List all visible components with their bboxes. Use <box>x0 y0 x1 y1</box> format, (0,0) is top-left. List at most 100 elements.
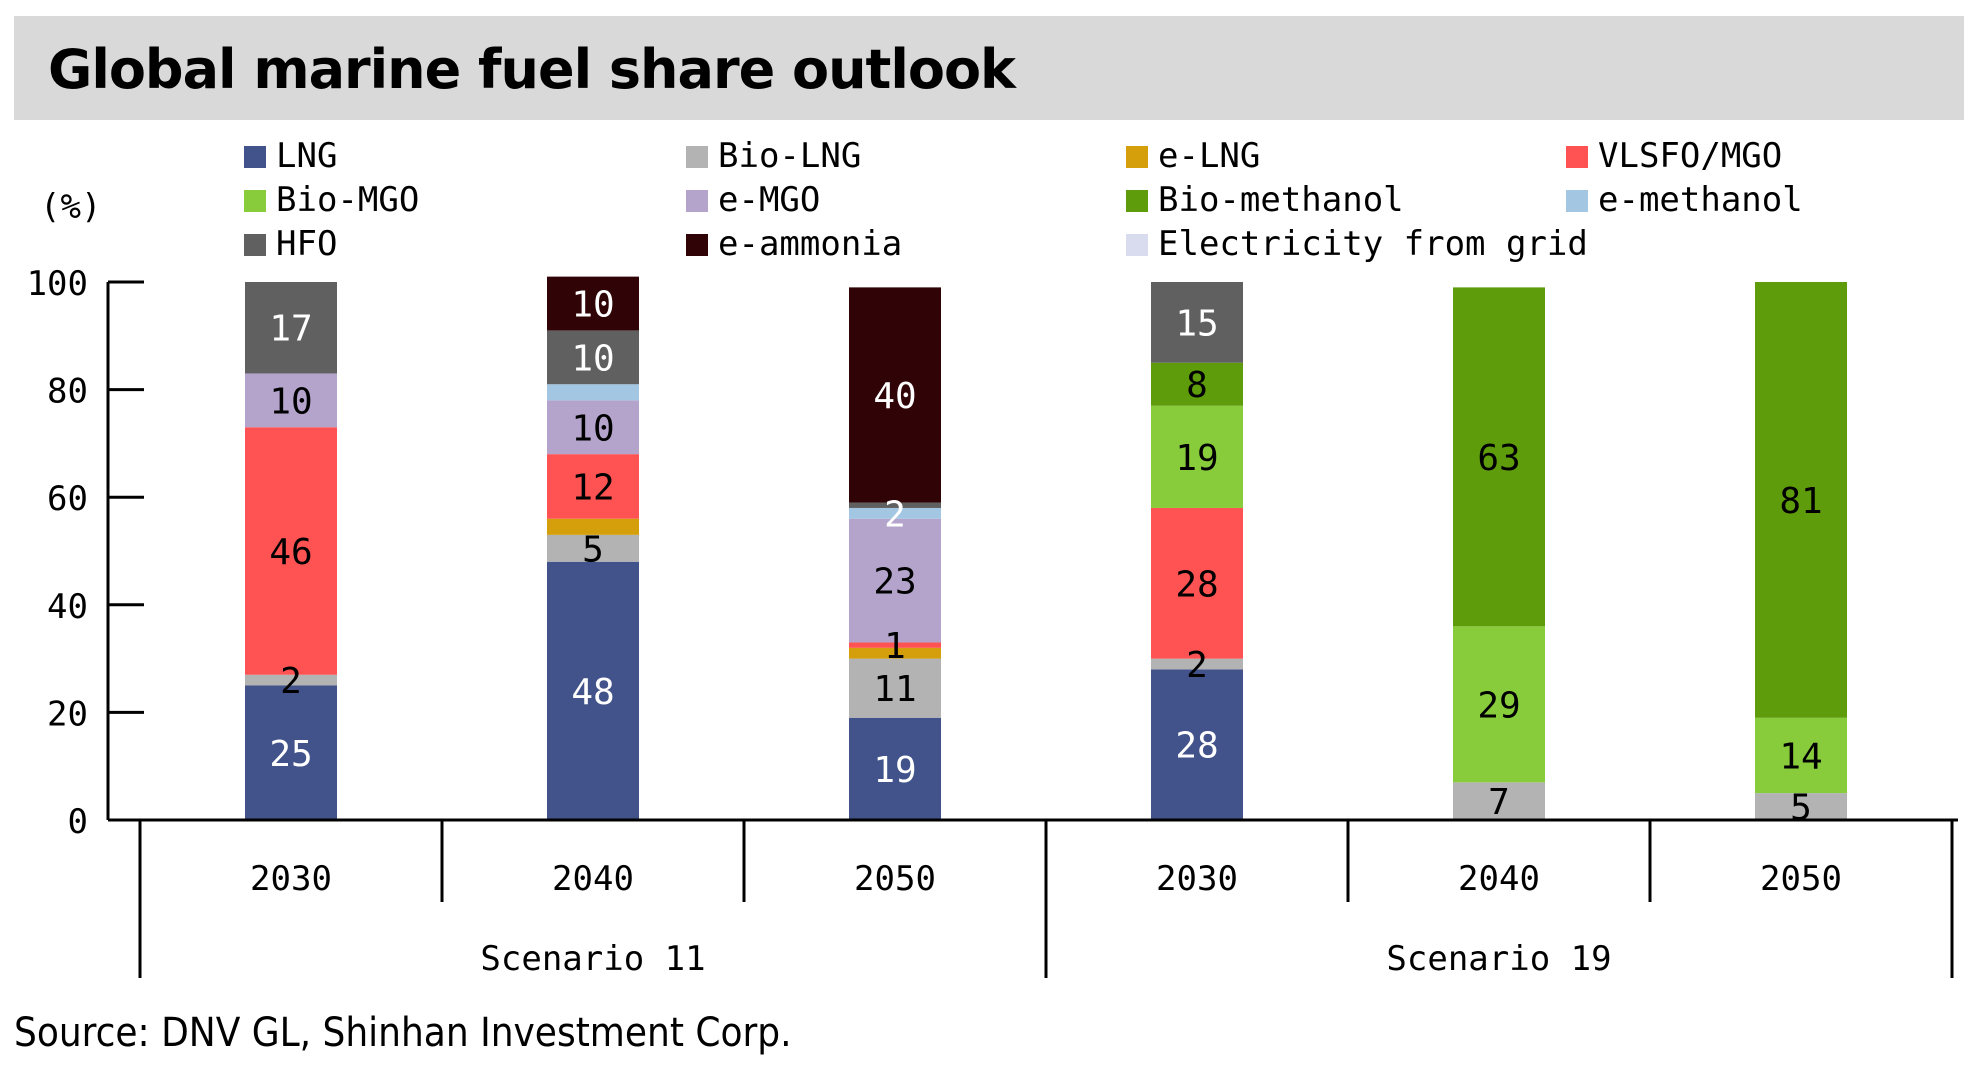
y-tick-label: 20 <box>47 694 88 734</box>
bar-segment-e-mgo <box>245 373 337 428</box>
bar-segment-vlsfo-mgo <box>245 427 337 675</box>
legend-label-e-lng: e-LNG <box>1158 136 1260 176</box>
bar-segment-hfo <box>245 282 337 374</box>
bar-segment-bio-lng <box>245 674 337 686</box>
legend-swatch-bio-lng <box>686 146 708 168</box>
data-label: 46 <box>269 532 312 573</box>
bar-segment-hfo <box>1151 282 1243 363</box>
legend-swatch-e-methanol <box>1566 190 1588 212</box>
bar-segment-e-methanol <box>547 384 639 401</box>
bar-segment-hfo <box>849 502 941 508</box>
bar-segment-bio-methanol <box>1755 282 1847 718</box>
legend-label-vlsfo-mgo: VLSFO/MGO <box>1598 136 1782 176</box>
data-label: 10 <box>571 408 614 449</box>
data-label: 48 <box>571 672 614 713</box>
x-tick-label: 2040 <box>1458 859 1540 899</box>
legend-swatch-e-ammonia <box>686 234 708 256</box>
title-bar <box>14 16 1964 120</box>
bar-segment-bio-methanol <box>1151 362 1243 406</box>
y-tick-label: 80 <box>47 372 88 412</box>
x-tick-label: 2040 <box>552 859 634 899</box>
data-label: 8 <box>1186 365 1208 406</box>
bar-segment-hfo <box>547 330 639 385</box>
data-label: 11 <box>873 669 916 710</box>
x-tick-label: 2050 <box>854 859 936 899</box>
legend-swatch-vlsfo-mgo <box>1566 146 1588 168</box>
data-label: 29 <box>1477 685 1520 726</box>
bar-segment-bio-lng <box>1755 793 1847 820</box>
bar-segment-lng <box>547 561 639 820</box>
legend-label-bio-mgo: Bio-MGO <box>276 180 419 220</box>
data-label: 7 <box>1488 782 1510 823</box>
data-label: 19 <box>1175 438 1218 479</box>
legend-swatch-bio-methanol <box>1126 190 1148 212</box>
data-label: 5 <box>582 529 604 570</box>
data-label: 28 <box>1175 564 1218 605</box>
data-label: 28 <box>1175 726 1218 767</box>
legend-label-e-ammonia: e-ammonia <box>718 224 902 264</box>
legend-swatch-e-mgo <box>686 190 708 212</box>
data-label: 10 <box>269 381 312 422</box>
bar-segment-e-lng <box>849 647 941 659</box>
legend-swatch-hfo <box>244 234 266 256</box>
data-label: 2 <box>280 661 302 702</box>
x-tick-label: 2030 <box>1156 859 1238 899</box>
y-tick-label: 60 <box>47 479 88 519</box>
bar-segment-vlsfo-mgo <box>1151 507 1243 659</box>
data-label: 63 <box>1477 438 1520 479</box>
data-label: 10 <box>571 338 614 379</box>
source-note: Source: DNV GL, Shinhan Investment Corp. <box>14 1010 792 1056</box>
y-axis-unit-label: (%) <box>40 187 101 227</box>
legend-swatch-e-lng <box>1126 146 1148 168</box>
data-label: 15 <box>1175 303 1218 344</box>
x-tick-label: 2030 <box>250 859 332 899</box>
data-label: 1 <box>884 626 906 667</box>
y-tick-label: 0 <box>68 802 88 842</box>
bar-segment-lng <box>849 717 941 820</box>
legend-label-electricity-from-grid: Electricity from grid <box>1158 224 1588 264</box>
data-label: 10 <box>571 285 614 326</box>
bar-segment-bio-mgo <box>1755 717 1847 794</box>
bar-segment-e-mgo <box>547 400 639 455</box>
data-label: 25 <box>269 734 312 775</box>
data-label: 12 <box>571 467 614 508</box>
bar-segment-lng <box>245 685 337 820</box>
bar-segment-bio-lng <box>1151 658 1243 670</box>
x-tick-label: 2050 <box>1760 859 1842 899</box>
y-tick-label: 40 <box>47 587 88 627</box>
bar-segment-bio-lng <box>1453 782 1545 820</box>
legend-label-e-mgo: e-MGO <box>718 180 820 220</box>
data-label: 81 <box>1779 481 1822 522</box>
data-label: 23 <box>873 562 916 603</box>
chart-title: Global marine fuel share outlook <box>48 38 1016 101</box>
legend-label-lng: LNG <box>276 136 337 176</box>
legend-label-bio-methanol: Bio-methanol <box>1158 180 1404 220</box>
legend-swatch-bio-mgo <box>244 190 266 212</box>
bar-segment-e-ammonia <box>849 287 941 503</box>
y-tick-label: 100 <box>27 264 88 304</box>
bar-segment-lng <box>1151 669 1243 820</box>
bar-segment-bio-lng <box>547 534 639 562</box>
legend-swatch-lng <box>244 146 266 168</box>
bar-segment-bio-methanol <box>1453 287 1545 627</box>
data-label: 2 <box>1186 645 1208 686</box>
data-label: 19 <box>873 750 916 791</box>
legend-label-e-methanol: e-methanol <box>1598 180 1803 220</box>
legend-label-bio-lng: Bio-LNG <box>718 136 861 176</box>
bar-segment-e-methanol <box>849 507 941 519</box>
data-label: 40 <box>873 376 916 417</box>
bar-segment-vlsfo-mgo <box>849 642 941 648</box>
x-group-label: Scenario 11 <box>480 939 705 979</box>
bar-segment-e-ammonia <box>547 276 639 331</box>
x-group-label: Scenario 19 <box>1386 939 1611 979</box>
bar-segment-bio-lng <box>849 658 941 718</box>
data-label: 17 <box>269 309 312 350</box>
data-label: 5 <box>1790 788 1812 829</box>
legend-label-hfo: HFO <box>276 224 337 264</box>
bar-segment-bio-mgo <box>1453 626 1545 783</box>
data-label: 2 <box>884 494 906 535</box>
data-label: 14 <box>1779 736 1822 777</box>
bar-segment-vlsfo-mgo <box>547 454 639 519</box>
bar-segment-bio-mgo <box>1151 405 1243 508</box>
